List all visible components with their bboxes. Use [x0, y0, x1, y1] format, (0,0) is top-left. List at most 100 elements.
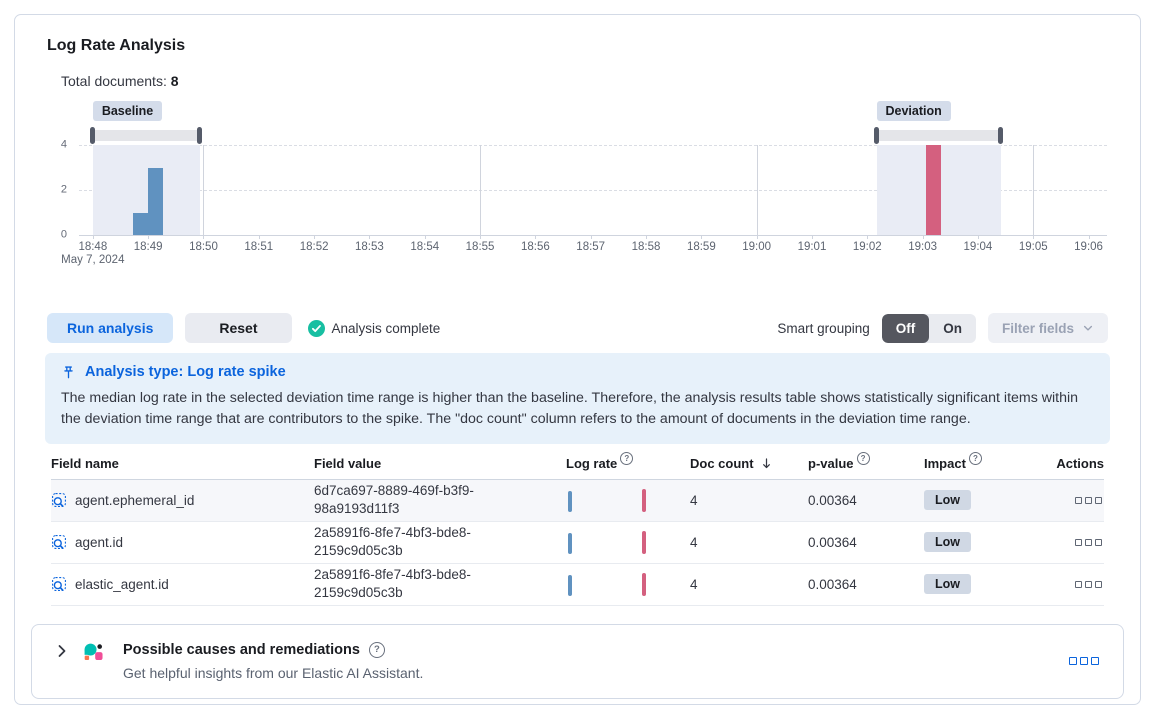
impact-badge: Low [924, 490, 971, 511]
field-search-icon[interactable] [51, 576, 67, 592]
row-actions-button[interactable] [1073, 579, 1104, 590]
x-axis-tick [977, 235, 979, 239]
x-axis-tick-label: 19:04 [963, 241, 993, 253]
column-header-label: Doc count [690, 455, 754, 471]
table-row: agent.ephemeral_id 6d7ca697-8889-469f-b3f… [51, 479, 1104, 522]
x-axis-tick-label: 18:56 [520, 241, 550, 253]
x-axis-tick [480, 235, 482, 239]
baseline-histogram-bar [133, 212, 149, 235]
x-axis-tick-label: 19:03 [908, 241, 937, 253]
doc-count-value: 4 [690, 576, 698, 592]
impact-cell: Low [924, 532, 1042, 553]
impact-cell: Low [924, 490, 1042, 511]
smart-grouping-off-button[interactable]: Off [881, 313, 930, 343]
field-name-cell: agent.id [51, 534, 314, 550]
field-value-cell: 2a5891f6-8fe7-4bf3-bde8-2159c9d05c3b [314, 524, 566, 560]
question-in-circle-icon [968, 451, 982, 465]
reset-button[interactable]: Reset [185, 313, 292, 343]
field-value-text: 2a5891f6-8fe7-4bf3-bde8-2159c9d05c3b [314, 524, 471, 559]
field-value-text: 6d7ca697-8889-469f-b3f9-98a9193d11f3 [314, 482, 474, 517]
possible-causes-accordion: Possible causes and remediations Get hel… [31, 623, 1124, 699]
deviation-brush-handle-left[interactable] [874, 127, 879, 144]
column-header-doc-count[interactable]: Doc count [690, 456, 808, 471]
log-rate-cell [566, 530, 690, 555]
column-header-field-value[interactable]: Field value [314, 456, 566, 471]
total-documents-value: 8 [170, 73, 179, 89]
x-axis-date-label: May 7, 2024 [61, 254, 125, 266]
log-rate-deviation-bar [642, 572, 646, 596]
row-actions-button[interactable] [1073, 495, 1104, 506]
log-rate-sparkline [566, 530, 652, 555]
filter-fields-label: Filter fields [1001, 320, 1074, 336]
actions-cell [1042, 537, 1104, 548]
callout-body: The median log rate in the selected devi… [61, 390, 1079, 428]
column-header-label: Field value [314, 455, 382, 471]
causes-subtitle: Get helpful insights from our Elastic AI… [123, 664, 424, 681]
field-search-icon[interactable] [51, 492, 67, 508]
baseline-brush[interactable] [92, 130, 200, 141]
actions-cell [1042, 579, 1104, 590]
field-name-value: agent.id [75, 534, 124, 550]
x-gridline [1033, 145, 1035, 235]
p-value-cell: 0.00364 [808, 493, 924, 508]
smart-grouping-on-button[interactable]: On [943, 320, 962, 336]
brush-badge-row: Baseline Deviation [79, 101, 1107, 123]
column-header-label: Log rate [566, 455, 618, 471]
column-header-label: Impact [924, 455, 966, 471]
x-axis: 18:48 May 7, 2024 18:49 18:50 18:51 18:52 18:5… [61, 235, 1107, 269]
chevron-right-icon[interactable] [54, 643, 70, 659]
deviation-brush-handle-right[interactable] [998, 127, 1004, 144]
question-in-circle-icon[interactable] [368, 641, 385, 658]
x-axis-tick-label: 18:52 [299, 241, 329, 253]
table-header-row: Field name Field value Log rate Doc count p-… [51, 451, 1104, 480]
smart-grouping-label: Smart grouping [777, 320, 870, 336]
x-axis-tick-label: 19:00 [742, 241, 772, 253]
x-axis-tick [756, 235, 758, 239]
impact-badge: Low [924, 574, 971, 595]
log-rate-sparkline [566, 572, 652, 597]
baseline-histogram-bar [148, 167, 163, 235]
check-in-circle-icon [307, 319, 325, 337]
impact-badge: Low [924, 532, 971, 553]
log-rate-baseline-bar [568, 490, 572, 512]
baseline-brush-handle-right[interactable] [197, 127, 203, 144]
table-row: agent.id 2a5891f6-8fe7-4bf3-bde8-2159c9d0… [51, 522, 1104, 564]
x-axis-tick [590, 235, 592, 239]
column-header-field-name[interactable]: Field name [51, 456, 314, 471]
y-axis-tick-label: 2 [60, 183, 67, 196]
question-in-circle-icon [620, 451, 634, 465]
log-rate-analysis-panel: Log Rate Analysis Total documents: 8 Bas… [14, 14, 1141, 705]
x-axis-tick [1033, 235, 1035, 239]
field-search-icon[interactable] [51, 534, 67, 550]
chart-plot-area [79, 145, 1107, 236]
field-value-cell: 2a5891f6-8fe7-4bf3-bde8-2159c9d05c3b [314, 566, 566, 602]
x-axis-tick-label: 18:59 [686, 241, 716, 253]
right-controls: Smart grouping Off On Filter fields [777, 313, 1108, 343]
log-rate-deviation-bar [642, 488, 646, 512]
x-axis-tick [922, 235, 924, 239]
p-value-value: 0.00364 [808, 534, 857, 550]
run-analysis-button[interactable]: Run analysis [47, 313, 174, 343]
p-value-cell: 0.00364 [808, 535, 924, 550]
column-header-impact[interactable]: Impact [924, 451, 1042, 471]
filter-fields-button[interactable]: Filter fields [987, 313, 1108, 343]
column-header-actions[interactable]: Actions [1042, 456, 1104, 471]
deviation-brush[interactable] [876, 130, 1001, 141]
deviation-histogram-bar [926, 145, 942, 235]
column-header-p-value[interactable]: p-value [808, 451, 924, 471]
analysis-results-table: Field name Field value Log rate Doc count p-… [51, 451, 1104, 606]
x-axis-tick [1088, 235, 1090, 239]
row-actions-button[interactable] [1073, 537, 1104, 548]
analysis-type-callout: Analysis type: Log rate spike The median… [45, 353, 1110, 444]
callout-title: Analysis type: Log rate spike [85, 364, 286, 380]
x-axis-tick [148, 235, 150, 239]
baseline-brush-handle-left[interactable] [90, 127, 96, 144]
p-value-value: 0.00364 [808, 492, 857, 508]
causes-actions-button[interactable] [1067, 655, 1101, 667]
field-name-value: elastic_agent.id [75, 576, 169, 592]
x-axis-tick [203, 235, 205, 239]
total-documents-label: Total documents: [61, 73, 167, 89]
doc-count-cell: 4 [690, 493, 808, 508]
column-header-log-rate[interactable]: Log rate [566, 451, 690, 471]
